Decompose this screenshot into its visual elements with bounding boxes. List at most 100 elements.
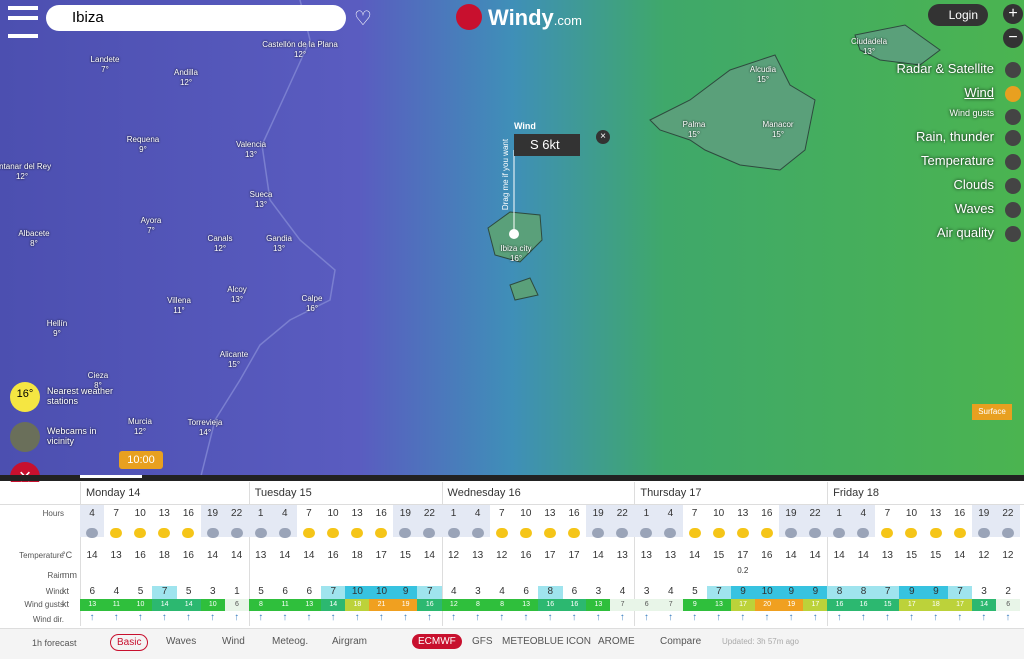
layer-item[interactable]: Air quality bbox=[936, 225, 994, 240]
layer-item[interactable]: Rain, thunder bbox=[915, 129, 994, 144]
timeline-time[interactable]: 10:00 bbox=[119, 451, 163, 469]
city-name: Hellín bbox=[46, 319, 68, 328]
model-tab[interactable]: ECMWF bbox=[412, 634, 462, 649]
menu[interactable] bbox=[8, 6, 38, 38]
layer-icon[interactable] bbox=[1005, 154, 1021, 170]
temperature: 15 bbox=[399, 550, 411, 561]
layer-icon[interactable] bbox=[1005, 178, 1021, 194]
wind: 7 bbox=[321, 586, 346, 599]
city-name: uintanar del Rey bbox=[0, 162, 52, 171]
row-label: Rain bbox=[47, 571, 64, 580]
forecast-tab[interactable]: Waves bbox=[166, 636, 197, 647]
search-box[interactable]: Ibiza bbox=[46, 5, 346, 31]
row-label: Wind dir. bbox=[32, 615, 64, 624]
city-name: Manacor bbox=[762, 120, 794, 129]
city-temp: 13° bbox=[230, 295, 244, 304]
wind-gust: 15 bbox=[875, 599, 900, 611]
city-temp: 11° bbox=[173, 306, 185, 315]
weather-icon bbox=[833, 528, 846, 538]
hour: 22 bbox=[231, 508, 243, 519]
timeline[interactable] bbox=[0, 475, 1024, 481]
temperature: 14 bbox=[206, 550, 219, 561]
wind-gust: 19 bbox=[778, 599, 804, 611]
wind: 7 bbox=[417, 586, 443, 599]
forecast-tab[interactable]: Meteog. bbox=[272, 636, 309, 647]
login-button[interactable]: Login bbox=[928, 4, 988, 26]
layer-icon[interactable] bbox=[1005, 226, 1021, 242]
forecast-tab[interactable]: Wind bbox=[222, 636, 245, 647]
hour: 22 bbox=[616, 508, 628, 519]
stations-link[interactable]: Nearest weather stations bbox=[47, 386, 114, 406]
wind-gust: 17 bbox=[803, 599, 828, 611]
wind-gust: 8 bbox=[465, 599, 491, 611]
hour: 7 bbox=[691, 508, 698, 519]
surface-level[interactable]: Surface bbox=[972, 404, 1012, 420]
wind-arrow: ↑ bbox=[836, 612, 842, 623]
wind-arrow: ↑ bbox=[619, 612, 625, 623]
model-tab[interactable]: AROME bbox=[598, 636, 635, 647]
layer-icon[interactable] bbox=[1005, 109, 1021, 125]
wind-gust: 16 bbox=[827, 599, 852, 611]
wind-gust: 16 bbox=[851, 599, 876, 611]
webcam-thumb[interactable] bbox=[10, 422, 40, 452]
wind-arrow: ↑ bbox=[884, 612, 890, 623]
day-separator bbox=[827, 482, 829, 626]
popup-title: Wind bbox=[514, 121, 536, 131]
wind-arrow: ↑ bbox=[499, 612, 505, 623]
popup-close[interactable]: × bbox=[596, 130, 610, 144]
city-temp: 7° bbox=[101, 65, 109, 74]
day-label: Thursday 17 bbox=[640, 487, 702, 499]
forecast-tab[interactable]: Basic bbox=[110, 634, 149, 651]
wind-gust: 18 bbox=[345, 599, 370, 611]
zoom-in[interactable]: + bbox=[1003, 4, 1023, 24]
model-tab[interactable]: GFS bbox=[472, 636, 493, 647]
city-name: Requena bbox=[126, 135, 160, 144]
wind: 3 bbox=[475, 586, 481, 597]
forecast-1h-toggle[interactable]: 1h forecast bbox=[32, 638, 77, 648]
temperature: 13 bbox=[881, 550, 893, 561]
wind-arrow: ↑ bbox=[185, 612, 191, 623]
webcams-link[interactable]: Webcams in vicinity bbox=[47, 426, 97, 446]
layer-item[interactable]: Waves bbox=[954, 201, 994, 216]
layer-item[interactable]: Temperature bbox=[921, 153, 994, 168]
layer-icon[interactable] bbox=[1005, 86, 1021, 102]
layer-icon[interactable] bbox=[1005, 62, 1021, 78]
city-name: Castellón de la Plana bbox=[262, 40, 338, 49]
layer-icon[interactable] bbox=[1005, 130, 1021, 146]
city-name: Alcudia bbox=[749, 65, 777, 74]
layer-item[interactable]: Radar & Satellite bbox=[896, 61, 994, 76]
favorite[interactable]: ♡ bbox=[354, 8, 372, 30]
layer-item[interactable]: Wind bbox=[964, 85, 994, 100]
wind: 9 bbox=[923, 586, 949, 599]
temperature: 16 bbox=[761, 550, 773, 561]
temperature: 12 bbox=[496, 550, 508, 561]
popup-value: S 6kt bbox=[514, 134, 580, 156]
compare-link[interactable]: Compare bbox=[660, 636, 702, 647]
station-temp[interactable]: 16° bbox=[10, 382, 40, 412]
wind: 8 bbox=[827, 586, 852, 599]
wind: 5 bbox=[692, 586, 698, 597]
zoom-out[interactable]: − bbox=[1003, 28, 1023, 48]
logo[interactable]: Windy.com bbox=[488, 5, 582, 31]
model-tab[interactable]: ICON bbox=[566, 636, 591, 647]
layer-icon[interactable] bbox=[1005, 202, 1021, 218]
hour: 16 bbox=[761, 508, 773, 519]
hour: 19 bbox=[399, 508, 411, 519]
forecast-tab[interactable]: Airgram bbox=[332, 636, 368, 647]
layer-item[interactable]: Clouds bbox=[953, 177, 994, 192]
day-separator bbox=[248, 482, 250, 626]
wind-arrow: ↑ bbox=[643, 612, 649, 623]
temperature: 16 bbox=[134, 550, 146, 561]
weather-icon bbox=[905, 528, 918, 538]
hour: 13 bbox=[158, 508, 170, 519]
wind: 5 bbox=[258, 586, 264, 597]
temperature: 16 bbox=[182, 550, 194, 561]
wind-arrow: ↑ bbox=[330, 612, 336, 623]
weather-icon bbox=[640, 528, 653, 538]
wind: 4 bbox=[499, 586, 505, 597]
city-temp: 8° bbox=[94, 381, 102, 390]
temperature: 14 bbox=[809, 550, 821, 561]
layer-item[interactable]: Wind gusts bbox=[949, 108, 994, 118]
model-tab[interactable]: METEOBLUE bbox=[502, 636, 564, 647]
weather-icon bbox=[929, 528, 942, 538]
